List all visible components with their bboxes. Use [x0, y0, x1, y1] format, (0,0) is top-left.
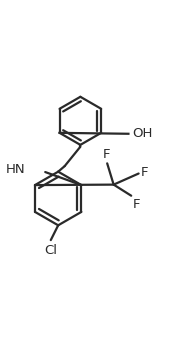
- Text: Cl: Cl: [44, 244, 57, 257]
- Text: HN: HN: [6, 163, 26, 176]
- Text: F: F: [133, 198, 141, 211]
- Text: OH: OH: [132, 127, 153, 140]
- Text: F: F: [103, 148, 110, 161]
- Text: F: F: [140, 166, 148, 179]
